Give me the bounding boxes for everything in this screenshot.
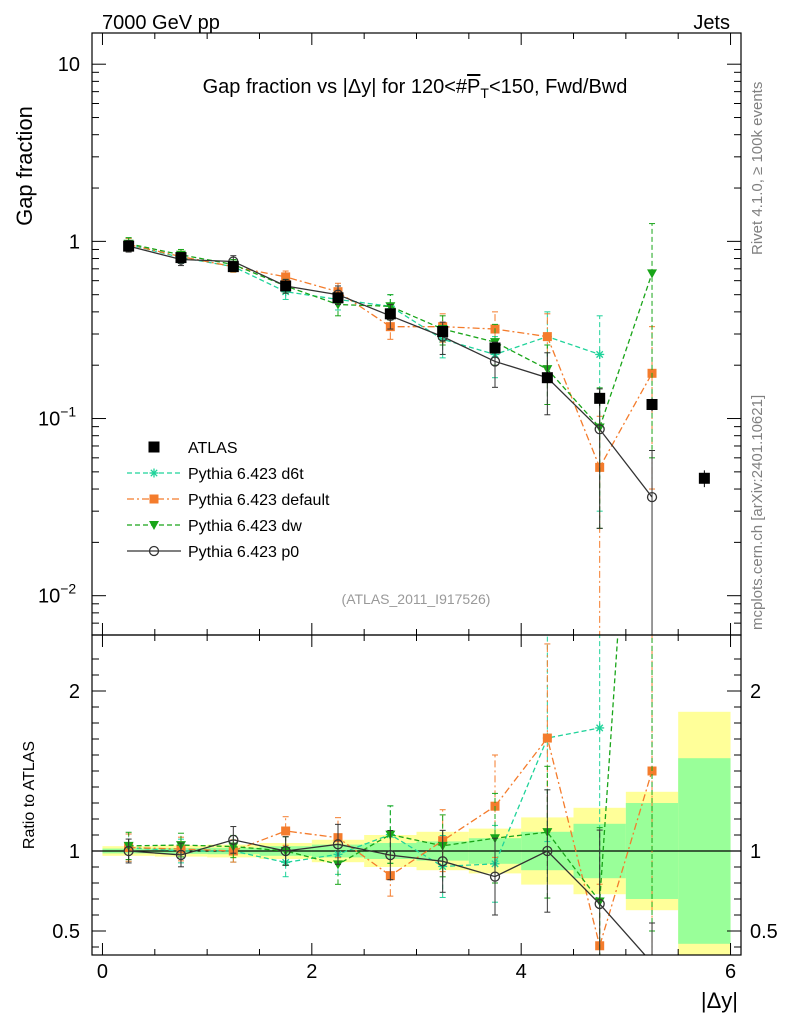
ratio-point-p0 (385, 849, 396, 861)
point-atlas (646, 399, 658, 411)
x-tick-label: 0 (97, 961, 108, 983)
point-p0 (594, 424, 605, 435)
ratio-point-p0 (594, 898, 605, 910)
ratio-y-axis-label: Ratio to ATLAS (21, 741, 38, 849)
ratio-y-tick-label-right: 0.5 (750, 921, 778, 943)
ratio-point-d6t (595, 723, 605, 733)
x-tick-label: 4 (516, 961, 527, 983)
legend-marker-p0 (148, 545, 160, 557)
ratio-line-dw (128, 635, 619, 904)
line-d6t (128, 243, 600, 356)
legend-entry-d6t: Pythia 6.423 d6t (127, 466, 304, 483)
legend-marker-atlas (148, 441, 160, 453)
point-atlas (489, 342, 501, 354)
main-panel-series (123, 223, 710, 635)
ratio-y-tick-label-right: 1 (750, 841, 761, 863)
y-tick-label: 10−2 (38, 581, 76, 608)
ratio-point-p0 (123, 845, 134, 857)
ratio-point-p0 (175, 849, 187, 861)
legend-marker-dw (149, 521, 159, 530)
point-default (542, 332, 552, 342)
point-atlas (280, 280, 292, 292)
x-tick-label: 2 (306, 961, 317, 983)
series-atlas (123, 240, 710, 488)
ratio-series-d6t (124, 635, 605, 955)
legend-label-dw: Pythia 6.423 dw (188, 518, 302, 535)
ratio-point-dw (647, 127, 657, 136)
point-atlas (541, 372, 553, 384)
ratio-line-default (128, 736, 653, 949)
legend-entry-atlas: ATLAS (148, 440, 238, 457)
legend-label-atlas: ATLAS (188, 440, 238, 457)
ratio-y-tick-label: 2 (69, 681, 80, 703)
ratio-y-tick-label: 0.5 (52, 921, 80, 943)
point-p0 (489, 356, 501, 367)
point-atlas (175, 252, 187, 264)
ratio-y-tick-label: 1 (69, 841, 80, 863)
x-axis-label: |Δy| (701, 988, 738, 1013)
ratio-series-p0 (123, 789, 657, 968)
point-atlas (384, 308, 396, 320)
legend-label-p0: Pythia 6.423 p0 (188, 544, 299, 561)
axes: 0 2 4 6 10−2 10−1 1 10 0.5 0.5 1 1 2 2 (38, 32, 778, 983)
ratio-point-p0 (280, 845, 291, 857)
ratio-line-d6t (128, 727, 600, 868)
ratio-series-default (124, 635, 657, 955)
header-energy: 7000 GeV pp (102, 12, 220, 34)
point-atlas (437, 325, 449, 337)
x-tick-label: 6 (725, 961, 736, 983)
analysis-tag: (ATLAS_2011_I917526) (342, 591, 491, 607)
point-p0 (646, 491, 658, 503)
header-jets: Jets (693, 12, 730, 34)
point-dw (647, 269, 658, 279)
legend-label-default: Pythia 6.423 default (188, 492, 330, 509)
line-default (128, 243, 653, 469)
y-axis-label: Gap fraction (12, 106, 37, 226)
point-atlas (332, 292, 344, 304)
point-atlas (123, 240, 135, 252)
y-tick-label: 1 (69, 231, 80, 253)
point-atlas (227, 261, 239, 273)
rivet-version-label: Rivet 4.1.0, ≥ 100k events (749, 82, 766, 255)
mcplots-label: mcplots.cern.ch [arXiv:2401.10621] (749, 395, 766, 630)
legend-marker-d6t (149, 468, 159, 478)
legend-entry-p0: Pythia 6.423 p0 (127, 544, 299, 561)
line-p0 (128, 245, 653, 498)
ratio-panel-series (92, 127, 741, 968)
y-tick-label: 10−1 (38, 404, 76, 431)
legend-entry-default: Pythia 6.423 default (127, 492, 330, 509)
ratio-y-tick-label-right: 2 (750, 681, 761, 703)
ratio-point-p0 (489, 871, 501, 882)
point-atlas (698, 472, 710, 484)
legend: ATLAS Pythia 6.423 d6t Pythia 6.423 defaul… (127, 440, 330, 561)
y-tick-label: 10 (58, 54, 80, 76)
ratio-point-default (542, 733, 552, 743)
ratio-point-p0 (437, 856, 448, 867)
legend-label-d6t: Pythia 6.423 d6t (188, 466, 304, 483)
ratio-point-default (281, 826, 291, 836)
point-default (281, 272, 291, 282)
ratio-point-p0 (228, 834, 239, 846)
legend-marker-default (149, 494, 159, 504)
ratio-point-p0 (332, 839, 344, 850)
point-d6t (595, 349, 605, 359)
ratio-point-p0 (648, 959, 657, 968)
legend-entry-dw: Pythia 6.423 dw (127, 518, 302, 535)
chart-title: Gap fraction vs |Δy| for 120<#PT<150, Fw… (203, 76, 628, 101)
point-atlas (594, 392, 606, 404)
ratio-point-p0 (542, 845, 553, 857)
